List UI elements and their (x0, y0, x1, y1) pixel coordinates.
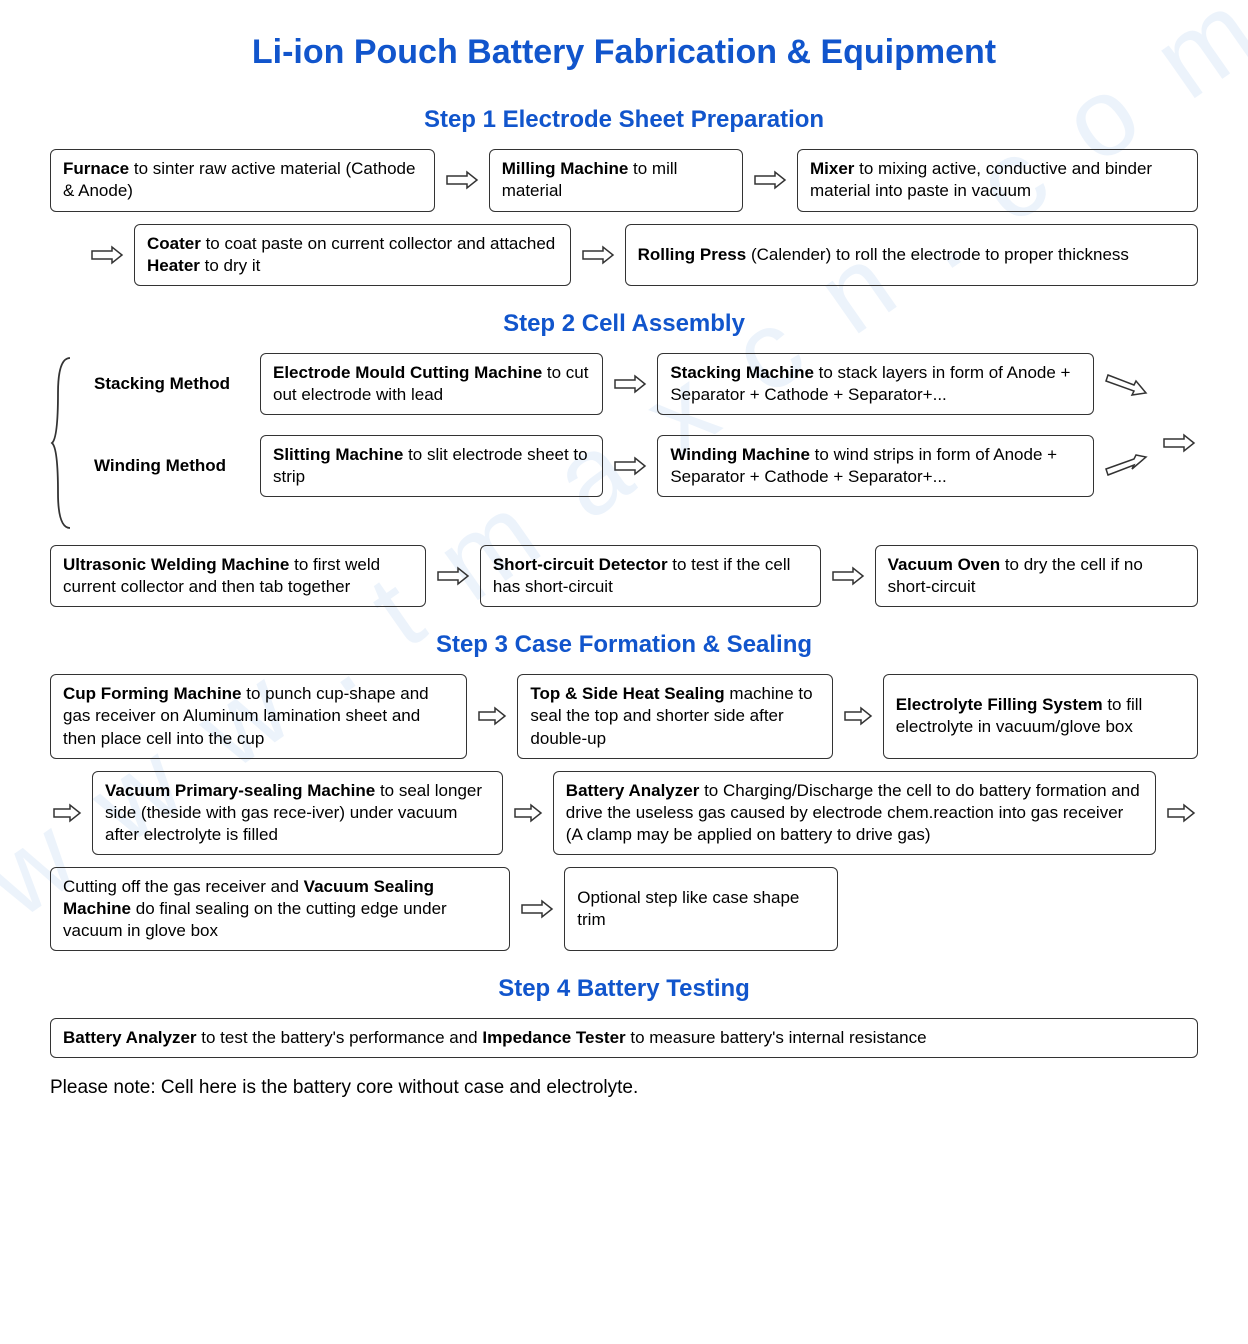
arrow-icon (841, 674, 875, 758)
box-vac-primary-seal: Vacuum Primary-sealing Machine to seal l… (92, 771, 503, 855)
diagram-content: Li-ion Pouch Battery Fabrication & Equip… (50, 30, 1198, 1101)
step1-row1: Furnace to sinter raw active material (C… (50, 149, 1198, 211)
box-slitting: Slitting Machine to slit electrode sheet… (260, 435, 603, 497)
box-coater: Coater to coat paste on current collecto… (134, 224, 571, 286)
step1-title: Step 1 Electrode Sheet Preparation (50, 104, 1198, 135)
box-winding-machine: Winding Machine to wind strips in form o… (657, 435, 1094, 497)
footer-note: Please note: Cell here is the battery co… (50, 1076, 1198, 1101)
arrow-icon (518, 867, 556, 951)
stacking-method-label: Stacking Method (86, 353, 252, 415)
arrow-icon (1164, 771, 1198, 855)
box-stacking-machine: Stacking Machine to stack layers in form… (657, 353, 1094, 415)
arrow-down-right-icon (1102, 353, 1152, 415)
step3-row2: Vacuum Primary-sealing Machine to seal l… (50, 771, 1198, 855)
main-title: Li-ion Pouch Battery Fabrication & Equip… (50, 30, 1198, 74)
box-furnace: Furnace to sinter raw active material (C… (50, 149, 435, 211)
box-battery-test: Battery Analyzer to test the battery's p… (50, 1018, 1198, 1058)
brace-icon (50, 353, 78, 533)
arrow-icon (50, 771, 84, 855)
step3-title: Step 3 Case Formation & Sealing (50, 629, 1198, 660)
box-milling: Milling Machine to mill material (489, 149, 743, 211)
box-short-circuit: Short-circuit Detector to test if the ce… (480, 545, 821, 607)
box-cup-forming: Cup Forming Machine to punch cup-shape a… (50, 674, 467, 758)
box-vacuum-oven: Vacuum Oven to dry the cell if no short-… (875, 545, 1198, 607)
arrow-icon (829, 545, 867, 607)
step3-row1: Cup Forming Machine to punch cup-shape a… (50, 674, 1198, 758)
arrow-icon (611, 353, 649, 415)
arrow-icon (579, 224, 617, 286)
arrow-icon (611, 435, 649, 497)
arrow-icon (1160, 353, 1198, 533)
winding-method-label: Winding Method (86, 435, 252, 497)
box-battery-analyzer-formation: Battery Analyzer to Charging/Discharge t… (553, 771, 1156, 855)
box-vac-final-seal: Cutting off the gas receiver and Vacuum … (50, 867, 510, 951)
step2-methods: Stacking Method Electrode Mould Cutting … (50, 353, 1198, 533)
box-top-seal: Top & Side Heat Sealing machine to seal … (517, 674, 832, 758)
step3-row3: Cutting off the gas receiver and Vacuum … (50, 867, 1198, 951)
arrow-icon (88, 224, 126, 286)
box-optional-trim: Optional step like case shape trim (564, 867, 838, 951)
step4-title: Step 4 Battery Testing (50, 973, 1198, 1004)
box-rolling: Rolling Press (Calender) to roll the ele… (625, 224, 1198, 286)
box-electrolyte-fill: Electrolyte Filling System to fill elect… (883, 674, 1198, 758)
arrow-icon (434, 545, 472, 607)
box-mixer: Mixer to mixing active, conductive and b… (797, 149, 1198, 211)
arrow-icon (511, 771, 545, 855)
arrow-icon (475, 674, 509, 758)
arrow-up-right-icon (1102, 435, 1152, 497)
step4-row: Battery Analyzer to test the battery's p… (50, 1018, 1198, 1058)
box-mould-cutting: Electrode Mould Cutting Machine to cut o… (260, 353, 603, 415)
step2-row2: Ultrasonic Welding Machine to first weld… (50, 545, 1198, 607)
box-ultrasonic-weld: Ultrasonic Welding Machine to first weld… (50, 545, 426, 607)
arrow-icon (443, 149, 481, 211)
step1-row2: Coater to coat paste on current collecto… (50, 224, 1198, 286)
arrow-icon (751, 149, 789, 211)
step2-title: Step 2 Cell Assembly (50, 308, 1198, 339)
